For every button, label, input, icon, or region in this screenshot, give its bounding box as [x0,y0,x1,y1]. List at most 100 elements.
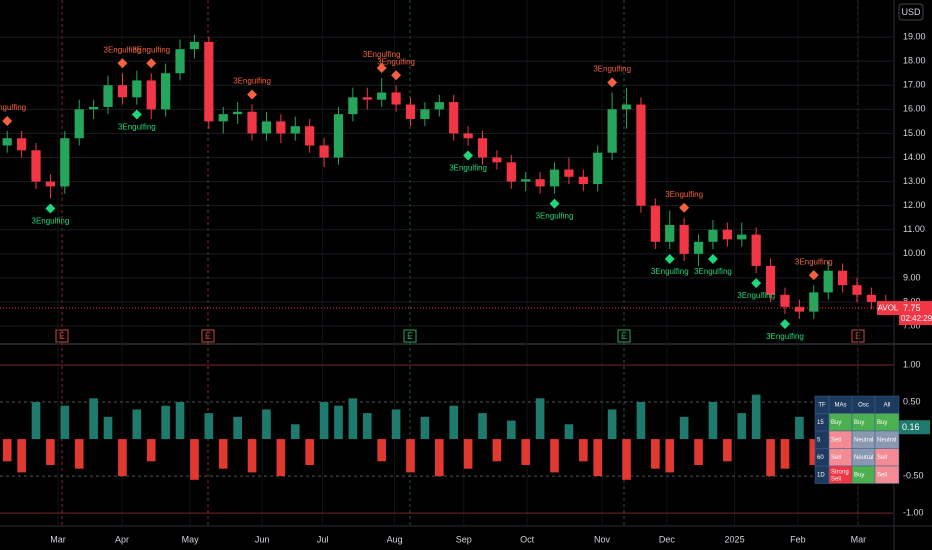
table-cell-text: 15 [817,420,824,426]
osc-bar [391,409,401,440]
table-cell-text: Buy [854,420,864,426]
candle-body [420,109,430,119]
candle-body [132,80,142,98]
osc-bar [334,405,343,440]
osc-bar [319,402,329,440]
candle-body [621,104,632,110]
pattern-label: 3Engulfing [132,45,170,54]
table-cell-line: Strong [831,469,849,475]
pattern-label: 3Engulfing [536,212,574,221]
osc-bar [31,402,41,440]
osc-bar [564,424,574,440]
osc-bar [478,413,487,440]
candle-body [175,49,185,74]
candle-body [722,229,732,240]
osc-bar [276,439,286,477]
osc-bar [161,405,170,440]
candle-body [794,306,804,312]
candle-body [737,234,747,240]
osc-tick-label: -1.00 [903,508,924,518]
pattern-marker [247,89,258,100]
osc-bar [809,439,819,465]
pattern-marker [751,278,762,289]
candle-body [276,121,286,134]
countdown-label: 02:42:29 [901,314,932,323]
osc-bar [305,439,314,465]
earnings-marker [201,329,215,343]
osc-tick-label: -0.50 [903,470,924,480]
currency-box[interactable] [898,3,924,21]
osc-bar [362,413,372,440]
y-tick-label: 10.00 [903,248,926,258]
pattern-label: 3Engulfing [665,190,703,199]
osc-bar [175,402,185,440]
pattern-label: 3Engulfing [449,164,487,173]
candle-body [319,145,329,158]
osc-bar [636,402,646,440]
osc-bar [449,405,459,440]
osc-bar [795,416,804,440]
pattern-marker [779,319,790,330]
osc-bar [2,439,12,462]
candle-body [492,157,502,163]
osc-bar [766,439,775,477]
candle-body [866,294,877,303]
table-cell-text: Buy [831,420,841,426]
table-header-text: All [884,402,891,408]
pattern-marker [607,77,618,88]
candle-body [477,138,488,158]
candle-body [765,265,776,295]
candle-body [521,179,531,182]
osc-bar [723,439,732,462]
osc-bar [103,416,113,440]
y-tick-label: 14.00 [903,152,926,162]
candle-body [823,270,833,293]
table-cell-text: Sell [877,472,887,478]
osc-bar [247,439,257,473]
osc-last-label: 0.16 [902,422,920,432]
candle-body [650,205,660,242]
last-price-box [899,301,932,326]
pattern-marker [463,150,474,161]
osc-bar [579,439,588,462]
candle-body [74,109,84,139]
table-cell-text: Buy [877,420,887,426]
osc-bar [420,416,430,440]
x-tick-label: 2025 [725,534,745,544]
pattern-marker [45,203,56,214]
osc-bar [262,409,271,440]
osc-bar [679,416,689,440]
pattern-label: 3Engulfing [104,45,142,54]
x-tick-label: Feb [790,534,806,544]
pattern-marker [391,70,402,81]
candle-body [117,85,128,98]
pattern-label: 3Engulfing [593,65,631,74]
y-tick-label: 9.00 [903,272,921,282]
candle-body [607,109,617,153]
osc-bar [737,413,747,440]
osc-bar [535,398,545,440]
candle-body [362,97,372,100]
candle-body [506,162,516,182]
candle-body [564,169,574,177]
symbol-box [877,301,899,316]
candle-body [391,92,401,105]
pattern-label: 3Engulfing [363,50,401,59]
candle-body [679,224,689,254]
osc-bar [146,439,156,462]
candle-body [636,104,646,206]
candle-body [780,294,790,307]
candle-body [60,138,70,187]
table-cell-text: Strong Sell [831,469,849,482]
pattern-label: 3Engulfing [32,217,70,226]
earnings-marker-label: E [407,331,413,341]
last-price-label: 7.75 [903,303,921,313]
symbol-label: AVOL [878,304,899,313]
y-tick-label: 17.00 [903,80,926,90]
currency-label: USD [901,7,921,17]
candle-body [290,126,300,134]
candle-body [535,179,545,187]
candle-body [261,121,272,134]
candle-body [218,114,228,122]
osc-bar [521,439,531,465]
